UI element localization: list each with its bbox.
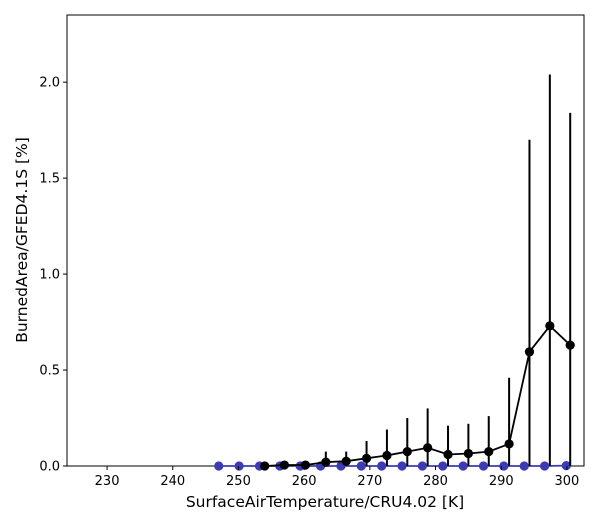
data-point (561, 461, 571, 471)
data-point (519, 461, 529, 471)
data-point (402, 447, 412, 457)
y-tick-label: 2.0 (39, 76, 60, 91)
x-axis: 230 240 250 260 270 280 290 300 (95, 466, 580, 489)
y-tick-label: 1.5 (39, 172, 60, 187)
data-point (484, 447, 494, 457)
series-line (264, 324, 571, 467)
x-tick-label: 290 (489, 474, 514, 489)
plot-area (66, 14, 585, 467)
x-tick-label: 280 (423, 474, 448, 489)
x-axis-label: SurfaceAirTemperature/CRU4.02 [K] (186, 493, 464, 511)
data-point (417, 461, 427, 471)
series-layer (214, 74, 575, 471)
data-point (321, 457, 331, 467)
data-point (524, 347, 535, 357)
x-tick-label: 240 (160, 474, 185, 489)
data-point (377, 461, 387, 471)
data-point (478, 461, 489, 471)
data-point (499, 461, 509, 471)
data-point (214, 461, 224, 471)
data-point (234, 461, 244, 471)
data-point (361, 453, 372, 463)
x-tick-label: 260 (292, 474, 317, 489)
y-tick-label: 0.0 (39, 460, 60, 475)
y-tick-label: 1.0 (39, 268, 60, 283)
data-point (397, 461, 407, 471)
data-point (504, 439, 514, 449)
series-0 (260, 74, 575, 471)
data-point (423, 443, 433, 453)
plot-frame (66, 14, 585, 467)
y-axis: 0.0 0.5 1.0 1.5 2.0 (39, 76, 67, 475)
data-point (341, 456, 351, 466)
data-point (260, 461, 270, 471)
data-point (279, 460, 290, 470)
x-tick-label: 230 (95, 474, 120, 489)
x-tick-label: 270 (357, 474, 382, 489)
data-point (539, 461, 550, 471)
data-point (565, 340, 575, 350)
data-point (382, 450, 392, 461)
data-point (356, 461, 366, 471)
y-tick-label: 0.5 (39, 364, 60, 379)
x-tick-label: 250 (226, 474, 251, 489)
data-point (545, 321, 555, 331)
data-point (300, 460, 311, 470)
data-point (438, 461, 448, 471)
x-tick-label: 300 (555, 474, 580, 489)
y-axis-label: BurnedArea/GFED4.1S [%] (13, 137, 31, 343)
data-point (458, 461, 468, 471)
data-point (463, 448, 473, 459)
data-point (443, 449, 453, 460)
